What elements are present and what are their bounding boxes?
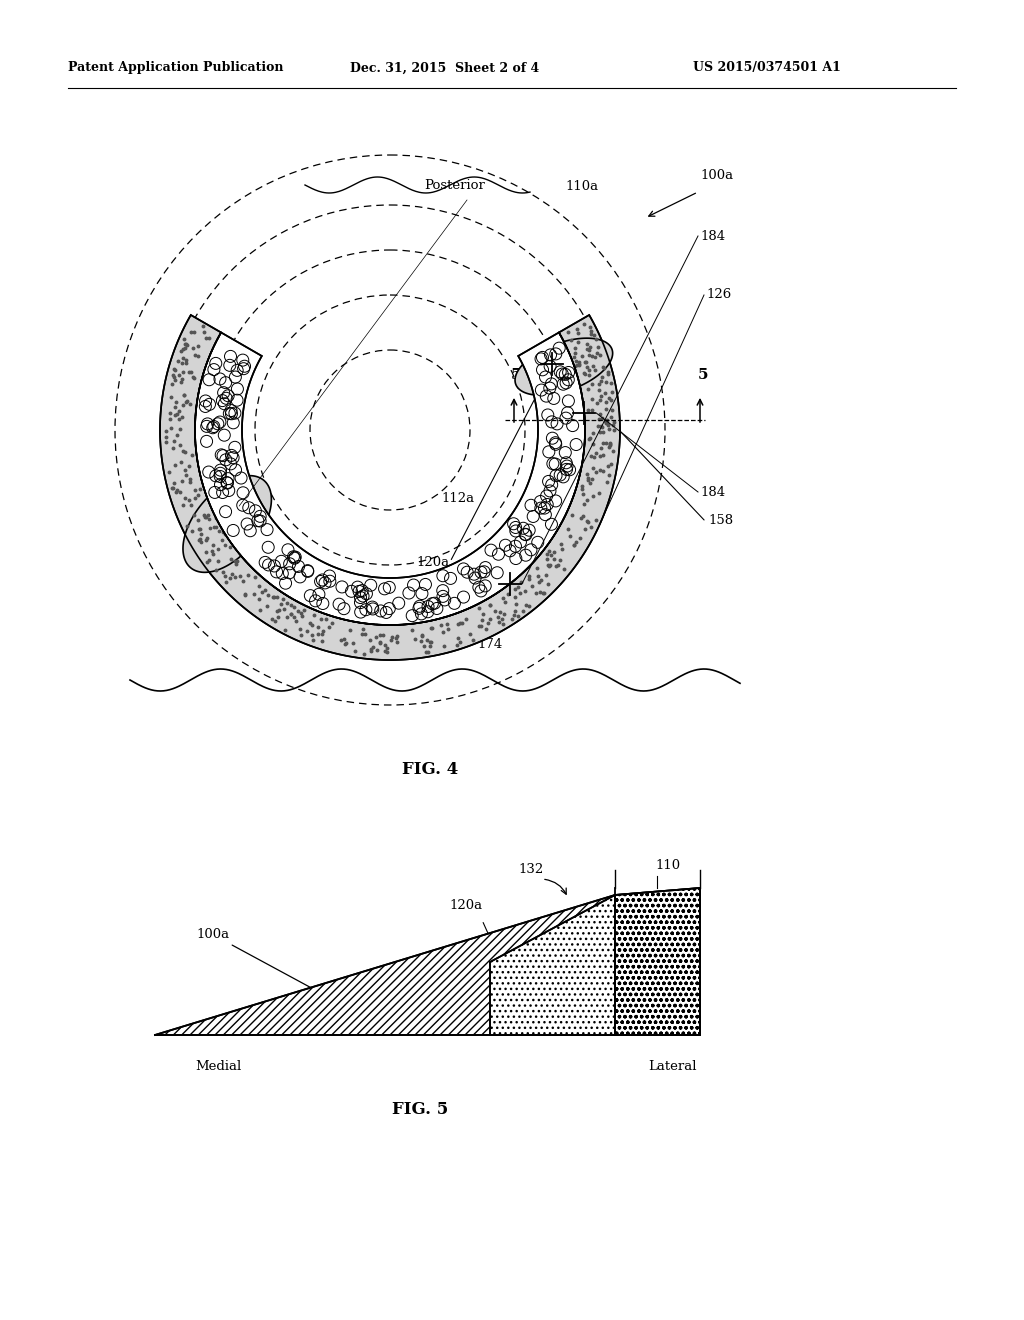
Polygon shape: [195, 333, 585, 624]
Text: US 2015/0374501 A1: US 2015/0374501 A1: [693, 62, 841, 74]
Polygon shape: [160, 315, 620, 660]
Text: FIG. 4: FIG. 4: [401, 762, 458, 779]
Text: FIG. 5: FIG. 5: [392, 1101, 449, 1118]
Text: 120a: 120a: [417, 556, 450, 569]
Polygon shape: [490, 895, 615, 1035]
Text: 174: 174: [477, 638, 503, 651]
Text: 112a: 112a: [442, 491, 475, 504]
Polygon shape: [515, 338, 612, 395]
Text: 5: 5: [511, 368, 521, 381]
Text: 126: 126: [706, 289, 731, 301]
Text: 100a: 100a: [196, 928, 327, 997]
Text: 184: 184: [700, 230, 725, 243]
Text: 110a: 110a: [565, 180, 598, 193]
Polygon shape: [615, 888, 700, 1035]
Text: 120a: 120a: [450, 899, 483, 912]
Text: Posterior: Posterior: [425, 180, 485, 191]
Text: 184: 184: [700, 486, 725, 499]
Polygon shape: [155, 888, 700, 1035]
Text: Patent Application Publication: Patent Application Publication: [68, 62, 284, 74]
Text: Medial: Medial: [195, 1060, 241, 1073]
Text: Lateral: Lateral: [648, 1060, 696, 1073]
Text: Anterior: Anterior: [427, 609, 483, 620]
Text: 158: 158: [708, 513, 733, 527]
Polygon shape: [183, 475, 271, 573]
Text: 132: 132: [518, 863, 544, 876]
Text: 110: 110: [655, 859, 680, 873]
Text: 5: 5: [697, 368, 709, 381]
Text: Dec. 31, 2015  Sheet 2 of 4: Dec. 31, 2015 Sheet 2 of 4: [350, 62, 540, 74]
Text: 100a: 100a: [700, 169, 733, 182]
